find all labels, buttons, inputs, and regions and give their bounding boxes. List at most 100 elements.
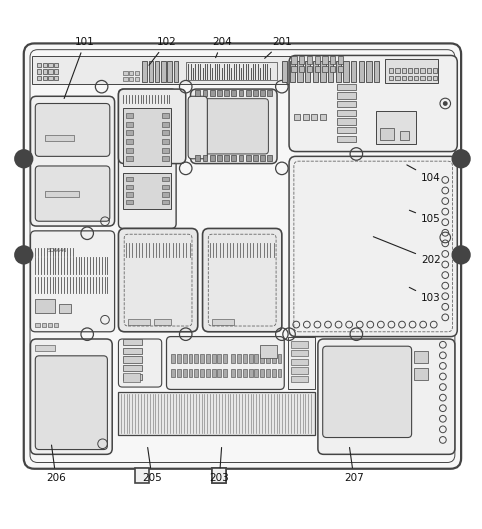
FancyBboxPatch shape (199, 99, 268, 154)
Bar (320, 114, 326, 120)
Bar (37, 62, 41, 67)
Bar (177, 369, 181, 378)
Bar (268, 155, 272, 161)
Bar (313, 61, 318, 82)
Bar (237, 354, 241, 363)
Bar (171, 369, 175, 378)
Bar (194, 369, 198, 378)
Bar (315, 66, 320, 72)
Bar (408, 76, 412, 80)
Bar (155, 61, 159, 82)
Bar (126, 113, 133, 118)
Bar (254, 369, 258, 378)
Bar (266, 354, 270, 363)
Bar (212, 354, 215, 363)
Bar (123, 71, 128, 75)
Bar (330, 57, 335, 64)
Bar (37, 76, 41, 80)
FancyBboxPatch shape (188, 96, 207, 159)
Bar (188, 354, 192, 363)
Bar (337, 66, 343, 72)
Bar (223, 354, 227, 363)
Bar (126, 131, 133, 135)
FancyBboxPatch shape (119, 89, 176, 229)
Bar (210, 90, 214, 96)
Bar (126, 200, 133, 204)
Bar (303, 114, 309, 120)
Bar (282, 61, 287, 82)
Bar (123, 357, 143, 362)
Bar (328, 61, 333, 82)
Bar (217, 155, 222, 161)
Bar (297, 61, 303, 82)
Bar (299, 57, 305, 64)
Bar (246, 155, 251, 161)
Bar (311, 114, 318, 120)
Circle shape (453, 246, 470, 263)
Bar (45, 135, 74, 141)
Bar (337, 110, 356, 116)
Bar (321, 61, 325, 82)
Text: 207: 207 (344, 448, 364, 484)
Bar (135, 468, 149, 483)
Bar (231, 155, 236, 161)
Bar (174, 61, 178, 82)
Bar (161, 177, 169, 181)
Bar (380, 127, 394, 140)
Bar (161, 131, 169, 135)
Bar (35, 299, 54, 313)
Text: 205: 205 (142, 448, 162, 484)
FancyBboxPatch shape (30, 96, 115, 226)
Bar (42, 62, 47, 67)
Bar (183, 369, 187, 378)
Text: 104: 104 (407, 165, 441, 183)
Bar (231, 90, 236, 96)
Bar (54, 76, 58, 80)
Bar (414, 351, 428, 363)
Text: 101: 101 (64, 38, 94, 98)
Text: 203: 203 (210, 448, 229, 484)
Bar (414, 68, 418, 72)
Bar (305, 61, 310, 82)
Bar (351, 61, 356, 82)
Bar (183, 354, 187, 363)
Bar (167, 61, 172, 82)
Bar (54, 69, 58, 74)
Bar (343, 61, 348, 82)
Bar (337, 118, 356, 125)
Bar (231, 369, 235, 378)
Bar (243, 369, 247, 378)
Bar (268, 90, 272, 96)
Bar (337, 136, 356, 142)
Bar (243, 354, 247, 363)
Bar (195, 155, 200, 161)
Bar (266, 369, 270, 378)
Bar (126, 185, 133, 189)
FancyBboxPatch shape (190, 89, 277, 163)
Bar (149, 61, 153, 82)
Bar (129, 71, 134, 75)
Bar (278, 354, 281, 363)
Bar (161, 113, 169, 118)
Bar (123, 108, 171, 166)
Bar (427, 76, 431, 80)
Bar (224, 90, 229, 96)
Bar (402, 76, 406, 80)
Bar (54, 323, 58, 327)
Bar (389, 76, 393, 80)
Bar (330, 66, 335, 72)
Bar (123, 77, 128, 81)
Bar (177, 354, 181, 363)
Bar (260, 345, 277, 358)
Bar (253, 155, 258, 161)
Bar (294, 114, 300, 120)
Bar (194, 354, 198, 363)
Bar (433, 68, 437, 72)
Bar (186, 62, 277, 80)
Text: 202: 202 (374, 236, 441, 264)
Bar (402, 68, 406, 72)
Bar (123, 339, 143, 345)
Bar (212, 319, 234, 325)
Bar (202, 90, 207, 96)
FancyBboxPatch shape (35, 104, 110, 157)
